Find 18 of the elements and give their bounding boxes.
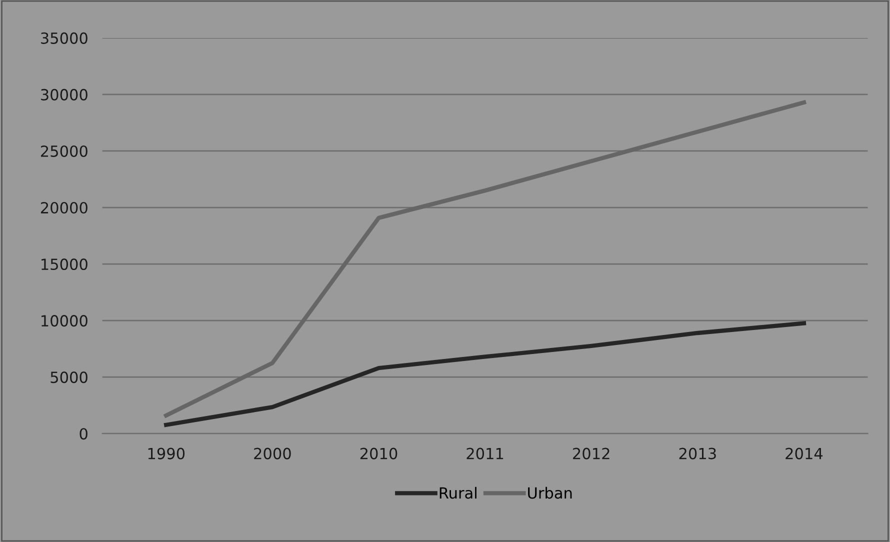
y-tick-label: 20000 xyxy=(40,202,88,214)
x-tick-label: 2011 xyxy=(466,448,504,460)
y-tick-label: 30000 xyxy=(41,88,88,100)
y-tick-label: 10000 xyxy=(42,315,88,327)
x-tick-label: 2010 xyxy=(360,448,398,460)
y-tick-label: 0 xyxy=(80,428,88,440)
x-tick-label: 2000 xyxy=(254,448,291,460)
y-tick-label: 15000 xyxy=(42,258,88,270)
legend-label: Urban xyxy=(528,486,572,499)
x-tick-label: 1990 xyxy=(148,448,185,460)
x-tick-label: 2012 xyxy=(573,448,610,460)
line-series xyxy=(164,321,806,427)
y-tick-label: 5000 xyxy=(50,372,88,384)
x-tick-label: 2013 xyxy=(679,448,716,460)
legend-label: Rural xyxy=(440,486,476,499)
x-tick-label: 2014 xyxy=(786,448,823,460)
y-tick-label: 25000 xyxy=(40,145,88,158)
y-tick-label: 35000 xyxy=(41,32,88,44)
